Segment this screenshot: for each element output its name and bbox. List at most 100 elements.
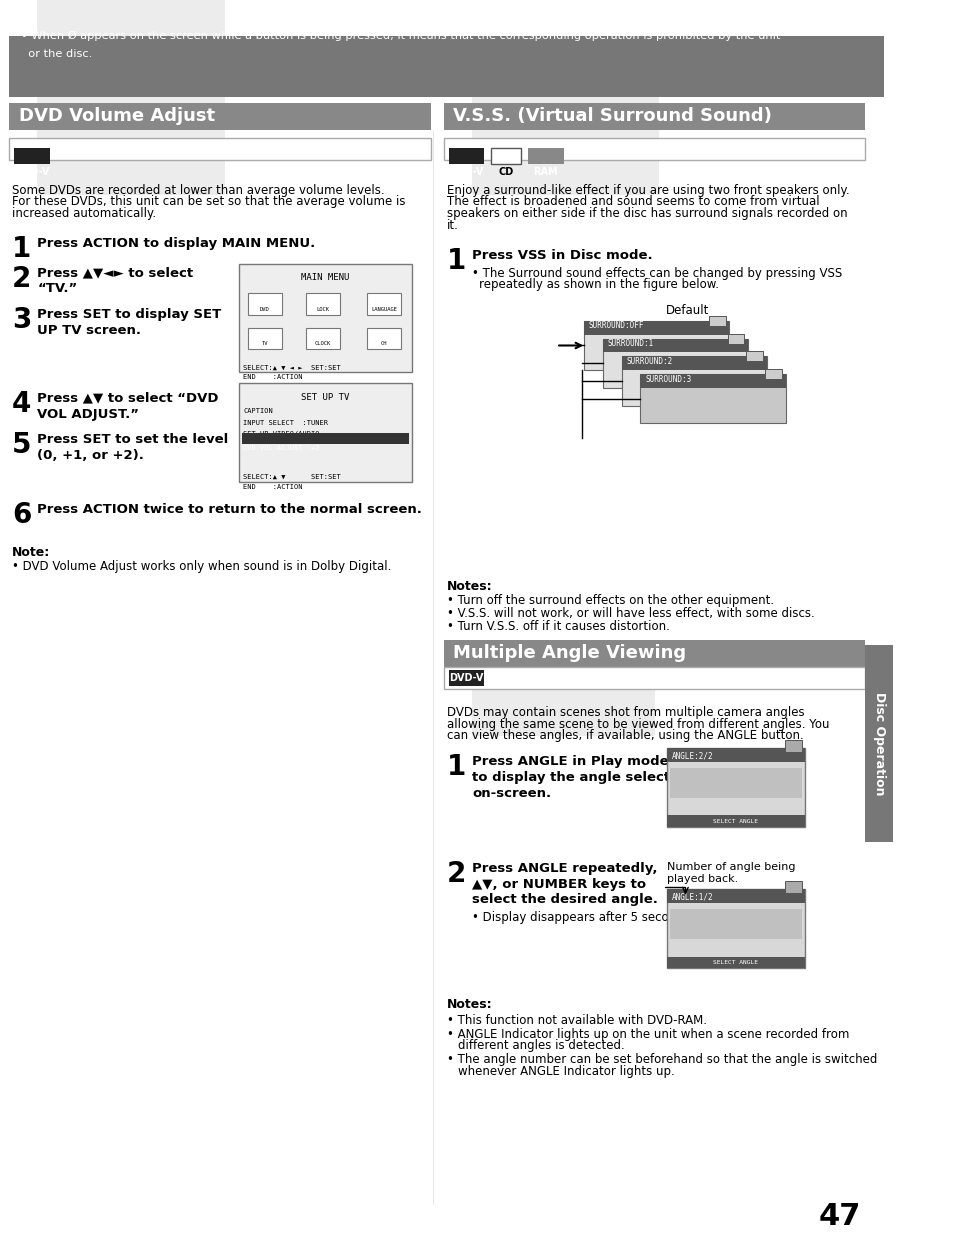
- Text: SELECT:▲ ▼      SET:SET: SELECT:▲ ▼ SET:SET: [243, 474, 341, 480]
- Bar: [621, 357, 766, 406]
- Text: 2: 2: [12, 264, 31, 293]
- Text: Disc Operation: Disc Operation: [872, 692, 884, 795]
- Text: select the desired angle.: select the desired angle.: [472, 893, 658, 906]
- Text: Press ▲▼◄► to select: Press ▲▼◄► to select: [37, 267, 193, 279]
- Text: CLOCK: CLOCK: [314, 342, 331, 347]
- Text: • The angle number can be set beforehand so that the angle is switched: • The angle number can be set beforehand…: [446, 1053, 876, 1066]
- Text: Note:: Note:: [12, 546, 51, 559]
- Text: • ANGLE Indicator lights up on the unit when a scene recorded from: • ANGLE Indicator lights up on the unit …: [446, 1028, 848, 1041]
- Text: SELECT:▲ ▼ ◄ ►  SET:SET: SELECT:▲ ▼ ◄ ► SET:SET: [243, 364, 341, 370]
- Bar: [443, 138, 864, 159]
- Text: DVD: DVD: [260, 308, 270, 312]
- Bar: [306, 327, 339, 350]
- Text: ANGLE:2/2: ANGLE:2/2: [671, 752, 712, 761]
- Text: 1: 1: [12, 235, 31, 263]
- Text: • V.S.S. will not work, or will have less effect, with some discs.: • V.S.S. will not work, or will have les…: [446, 608, 814, 620]
- Text: DVD Volume Adjust: DVD Volume Adjust: [19, 107, 214, 126]
- Text: DVDs may contain scenes shot from multiple camera angles: DVDs may contain scenes shot from multip…: [446, 705, 803, 719]
- Text: VOL ADJUST.”: VOL ADJUST.”: [37, 408, 139, 421]
- Text: 1: 1: [446, 753, 465, 782]
- Text: Press ANGLE in Play mode: Press ANGLE in Play mode: [472, 755, 668, 768]
- Bar: [306, 293, 339, 315]
- Bar: [639, 374, 784, 424]
- Text: V.S.S. (Virtual Surround Sound): V.S.S. (Virtual Surround Sound): [453, 107, 771, 126]
- Text: 1: 1: [446, 247, 465, 274]
- Bar: [666, 889, 804, 903]
- Bar: [666, 889, 804, 968]
- Text: TV: TV: [261, 342, 268, 347]
- Text: allowing the same scene to be viewed from different angles. You: allowing the same scene to be viewed fro…: [446, 718, 828, 731]
- Text: DVD VOL ADJUST :+2: DVD VOL ADJUST :+2: [243, 445, 319, 451]
- Bar: [238, 383, 412, 482]
- Bar: [669, 768, 801, 798]
- Text: Notes:: Notes:: [446, 580, 492, 594]
- Bar: [583, 321, 729, 335]
- Bar: [448, 148, 483, 164]
- Bar: [248, 327, 281, 350]
- Bar: [708, 316, 725, 326]
- Text: • Turn V.S.S. off if it causes distortion.: • Turn V.S.S. off if it causes distortio…: [446, 620, 669, 632]
- Bar: [472, 642, 654, 736]
- Bar: [443, 640, 864, 667]
- Text: LANGUAGE: LANGUAGE: [371, 308, 396, 312]
- Text: ANGLE:1/2: ANGLE:1/2: [671, 893, 712, 902]
- Bar: [248, 293, 281, 315]
- Text: CH: CH: [380, 342, 387, 347]
- Text: ▲▼, or NUMBER keys to: ▲▼, or NUMBER keys to: [472, 878, 645, 890]
- Text: SET UP VIDEO/AUDIO: SET UP VIDEO/AUDIO: [243, 431, 319, 437]
- Text: 3: 3: [12, 306, 31, 333]
- Bar: [238, 263, 412, 372]
- Text: • The Surround sound effects can be changed by pressing VSS: • The Surround sound effects can be chan…: [472, 267, 841, 279]
- Text: Press SET to set the level: Press SET to set the level: [37, 433, 229, 446]
- Text: Enjoy a surround-like effect if you are using two front speakers only.: Enjoy a surround-like effect if you are …: [446, 184, 848, 196]
- Text: • Turn off the surround effects on the other equipment.: • Turn off the surround effects on the o…: [446, 594, 773, 608]
- Text: 5: 5: [12, 431, 31, 459]
- Bar: [639, 374, 784, 388]
- Text: whenever ANGLE Indicator lights up.: whenever ANGLE Indicator lights up.: [457, 1065, 674, 1078]
- Text: it.: it.: [446, 219, 458, 232]
- Text: END    :ACTION: END :ACTION: [243, 374, 303, 380]
- Bar: [10, 36, 883, 96]
- Text: • This function not available with DVD-RAM.: • This function not available with DVD-R…: [446, 1014, 706, 1026]
- Bar: [10, 103, 431, 131]
- Bar: [367, 327, 400, 350]
- Text: Some DVDs are recorded at lower than average volume levels.: Some DVDs are recorded at lower than ave…: [12, 184, 384, 196]
- Text: RAM: RAM: [533, 167, 558, 177]
- Bar: [669, 909, 801, 939]
- Text: MAIN MENU: MAIN MENU: [301, 273, 349, 283]
- Text: Press ▲▼ to select “DVD: Press ▲▼ to select “DVD: [37, 391, 219, 405]
- Text: SET UP TV: SET UP TV: [301, 393, 349, 401]
- Text: “TV.”: “TV.”: [37, 283, 77, 295]
- Text: • When Ø appears on the screen while a button is being pressed, it means that th: • When Ø appears on the screen while a b…: [21, 31, 780, 42]
- Text: CD: CD: [497, 167, 513, 177]
- Bar: [784, 882, 801, 893]
- Bar: [448, 671, 483, 687]
- Bar: [621, 357, 766, 370]
- Text: speakers on either side if the disc has surround signals recorded on: speakers on either side if the disc has …: [446, 207, 846, 220]
- Text: 4: 4: [12, 390, 31, 417]
- Bar: [602, 338, 747, 388]
- Bar: [367, 293, 400, 315]
- Bar: [764, 369, 781, 379]
- Text: Notes:: Notes:: [446, 998, 492, 1011]
- Text: 6: 6: [12, 501, 31, 530]
- Text: can view these angles, if available, using the ANGLE button.: can view these angles, if available, usi…: [446, 730, 802, 742]
- Text: The effect is broadened and sound seems to come from virtual: The effect is broadened and sound seems …: [446, 195, 819, 209]
- Bar: [443, 103, 864, 131]
- Text: DVD-V: DVD-V: [14, 167, 49, 177]
- Bar: [727, 333, 743, 343]
- Text: to display the angle selection: to display the angle selection: [472, 771, 693, 784]
- Bar: [666, 815, 804, 827]
- Bar: [528, 148, 563, 164]
- Bar: [864, 645, 892, 842]
- Bar: [443, 667, 864, 689]
- Text: Press ACTION twice to return to the normal screen.: Press ACTION twice to return to the norm…: [37, 504, 422, 516]
- Text: on-screen.: on-screen.: [472, 787, 551, 800]
- Text: • Display disappears after 5 seconds.: • Display disappears after 5 seconds.: [472, 911, 693, 924]
- Text: • DVD Volume Adjust works only when sound is in Dolby Digital.: • DVD Volume Adjust works only when soun…: [12, 559, 391, 573]
- Text: or the disc.: or the disc.: [21, 49, 91, 59]
- Bar: [602, 338, 747, 352]
- Text: END    :ACTION: END :ACTION: [243, 484, 303, 490]
- Text: Press ANGLE repeatedly,: Press ANGLE repeatedly,: [472, 862, 657, 874]
- Text: DVD-V: DVD-V: [449, 167, 483, 177]
